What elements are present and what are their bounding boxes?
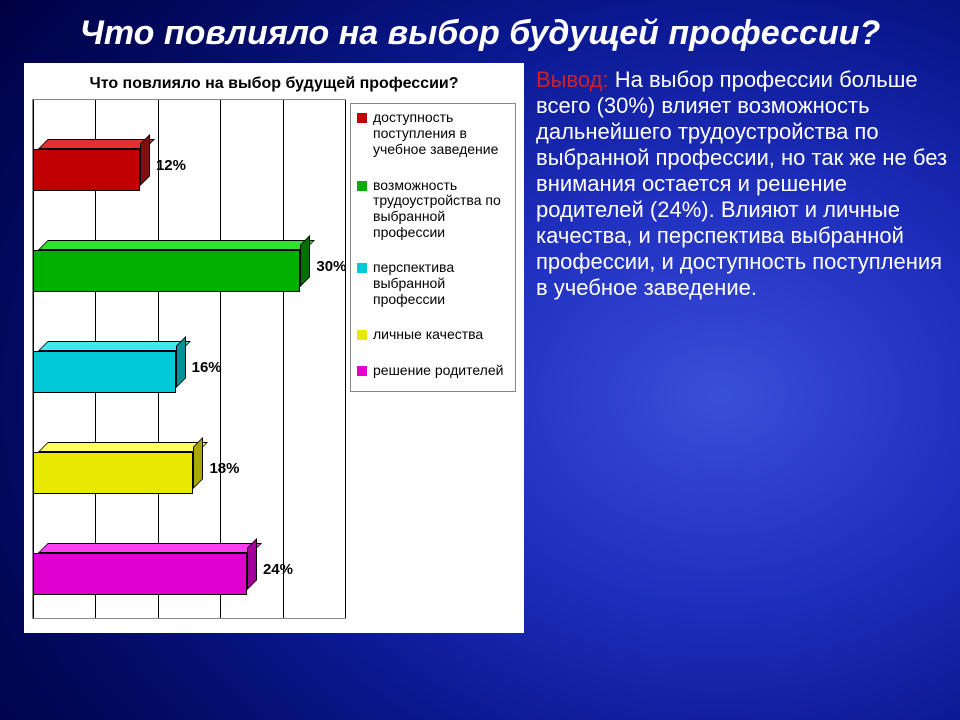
legend-swatch [357, 330, 367, 340]
legend-swatch [357, 113, 367, 123]
bar [33, 543, 257, 595]
gridline [283, 100, 284, 618]
legend-item: возможность трудоустройства по выбранной… [357, 178, 509, 241]
conclusion-paragraph: Вывод: На выбор профессии больше всего (… [536, 67, 948, 301]
legend-label: решение родителей [373, 363, 503, 379]
bar [33, 442, 203, 494]
legend-item: перспектива выбранной профессии [357, 260, 509, 307]
bar [33, 139, 150, 191]
legend-label: перспектива выбранной профессии [373, 260, 509, 307]
chart-body: 12% 30% 16% 18% 24% доступность поступления … [32, 99, 516, 619]
content-row: Что повлияло на выбор будущей профессии?… [0, 59, 960, 645]
bar-value-label: 16% [192, 359, 222, 376]
bar-value-label: 12% [156, 157, 186, 174]
bar-value-label: 30% [316, 258, 346, 275]
legend-swatch [357, 263, 367, 273]
legend-item: доступность поступления в учебное заведе… [357, 110, 509, 157]
bar [33, 240, 310, 292]
bar-value-label: 18% [209, 460, 239, 477]
legend-swatch [357, 366, 367, 376]
gridline [345, 100, 346, 618]
bar-value-label: 24% [263, 561, 293, 578]
bar [33, 341, 186, 393]
plot-area: 12% 30% 16% 18% 24% [32, 99, 346, 619]
legend-item: решение родителей [357, 363, 509, 379]
legend-swatch [357, 181, 367, 191]
chart-panel: Что повлияло на выбор будущей профессии?… [24, 63, 524, 633]
chart-title: Что повлияло на выбор будущей профессии? [32, 71, 516, 99]
legend-label: доступность поступления в учебное заведе… [373, 110, 509, 157]
legend-item: личные качества [357, 327, 509, 343]
conclusion-text: На выбор профессии больше всего (30%) вл… [536, 67, 947, 300]
slide-title: Что повлияло на выбор будущей профессии? [0, 0, 960, 59]
legend-label: возможность трудоустройства по выбранной… [373, 178, 509, 241]
legend-label: личные качества [373, 327, 483, 343]
text-panel: Вывод: На выбор профессии больше всего (… [534, 63, 950, 633]
conclusion-label: Вывод: [536, 67, 609, 92]
legend: доступность поступления в учебное заведе… [350, 103, 516, 391]
